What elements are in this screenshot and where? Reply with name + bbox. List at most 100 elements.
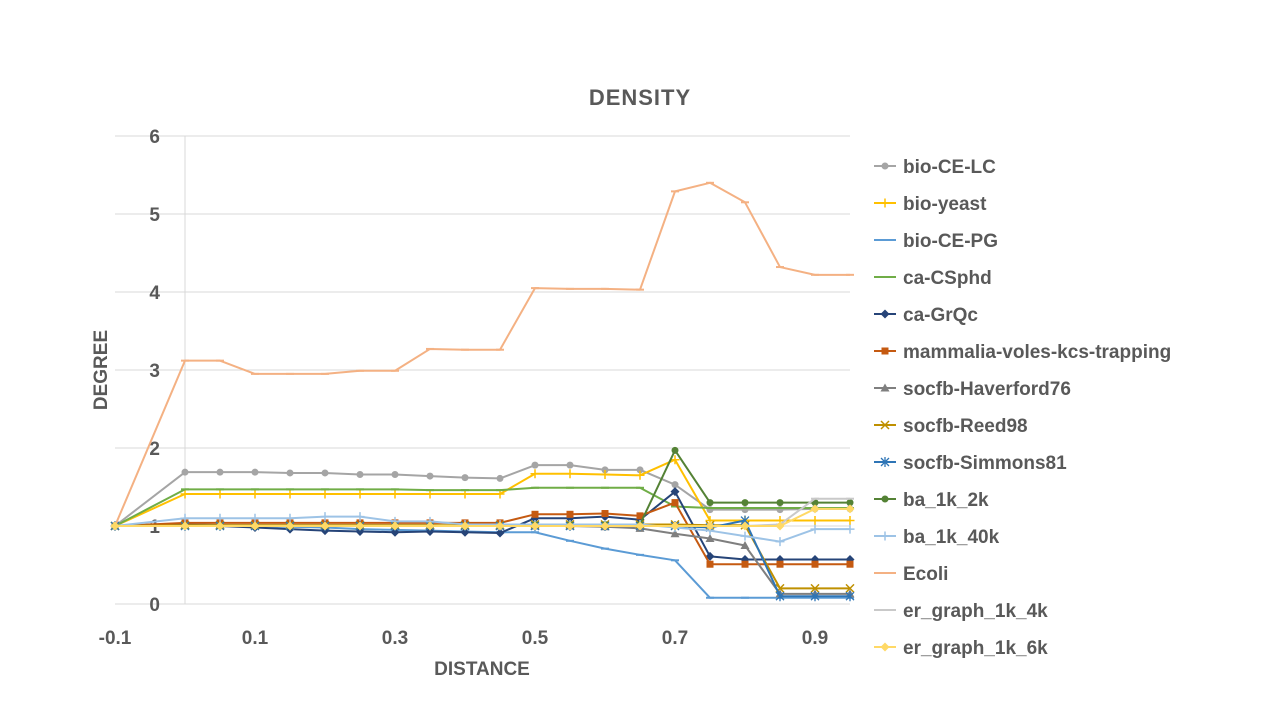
data-point <box>495 521 505 531</box>
data-point <box>215 513 225 523</box>
data-point <box>671 499 679 507</box>
data-point <box>775 537 785 547</box>
data-point <box>425 521 435 531</box>
legend-label: bio-CE-LC <box>903 157 996 178</box>
data-point <box>460 521 470 531</box>
data-point <box>285 489 295 499</box>
data-point <box>530 521 540 531</box>
data-point <box>531 510 539 518</box>
y-tick-label: 6 <box>149 127 160 148</box>
data-point <box>355 526 365 536</box>
data-point <box>565 521 575 531</box>
data-point <box>250 513 260 523</box>
legend-label: bio-yeast <box>903 194 987 215</box>
data-point <box>846 499 854 507</box>
gridlines <box>115 135 850 605</box>
chart-title: DENSITY <box>589 85 691 110</box>
data-point <box>321 469 329 477</box>
legend-item: bio-CE-PG <box>874 231 998 252</box>
legend-label: socfb-Simmons81 <box>903 453 1067 474</box>
series-line <box>114 523 850 590</box>
data-point <box>776 499 784 507</box>
data-point <box>566 461 574 469</box>
data-point <box>600 470 610 480</box>
data-point <box>636 512 644 520</box>
legend-label: ba_1k_2k <box>903 490 989 511</box>
data-point <box>425 526 435 536</box>
data-point <box>601 466 609 474</box>
data-point <box>216 468 224 476</box>
data-point <box>775 591 785 602</box>
data-point <box>706 499 714 507</box>
data-point <box>810 516 820 526</box>
y-tick-label: 0 <box>149 595 160 616</box>
series-line <box>114 458 850 527</box>
data-point <box>600 521 610 531</box>
data-point <box>810 583 820 593</box>
legend-marker <box>880 531 890 541</box>
data-point <box>250 521 260 531</box>
legend-marker <box>880 420 890 430</box>
data-point <box>180 513 190 523</box>
data-point <box>180 489 190 499</box>
data-point <box>495 528 505 538</box>
legend-label: mammalia-voles-kcs-trapping <box>903 342 1171 363</box>
legend-item: er_graph_1k_4k <box>874 601 1048 622</box>
legend-label: socfb-Haverford76 <box>903 379 1071 400</box>
legend-item: Ecoli <box>874 564 948 585</box>
legend-item: ba_1k_2k <box>874 490 989 511</box>
data-point <box>215 489 225 499</box>
data-point <box>320 512 330 522</box>
data-point <box>740 531 750 541</box>
data-point <box>705 521 715 531</box>
x-tick-label: -0.1 <box>99 628 132 649</box>
legend-marker <box>881 162 889 170</box>
x-axis-ticks: -0.1 0.1 0.3 0.5 0.7 0.9 <box>99 628 829 649</box>
data-point <box>391 471 399 479</box>
data-point <box>181 468 189 476</box>
legend-item: socfb-Reed98 <box>874 416 1028 437</box>
legend-label: socfb-Reed98 <box>903 416 1028 437</box>
legend-label: Ecoli <box>903 564 948 585</box>
data-point <box>740 521 750 531</box>
x-tick-label: 0.7 <box>662 628 688 649</box>
series-line <box>114 464 850 527</box>
legend-label: er_graph_1k_6k <box>903 638 1048 659</box>
y-tick-label: 2 <box>149 439 160 460</box>
data-point <box>320 521 330 531</box>
series-Ecoli <box>111 181 854 527</box>
data-point <box>565 469 575 479</box>
series-line <box>114 181 850 527</box>
data-point <box>635 470 645 480</box>
data-point <box>355 521 365 531</box>
data-point <box>285 521 295 531</box>
data-point <box>356 471 364 479</box>
data-point <box>810 524 820 534</box>
data-point <box>845 524 855 534</box>
legend-item: bio-CE-LC <box>874 157 996 178</box>
y-tick-label: 1 <box>149 517 160 538</box>
data-point <box>390 489 400 499</box>
data-point <box>215 521 225 531</box>
x-tick-label: 0.1 <box>242 628 269 649</box>
legend-marker <box>880 642 890 652</box>
legend-marker <box>881 347 889 355</box>
data-point <box>110 521 120 531</box>
legend-label: ca-GrQc <box>903 305 978 326</box>
data-point <box>810 504 820 514</box>
y-axis-ticks: 0 1 2 3 4 5 6 <box>149 127 160 616</box>
data-point <box>741 560 749 568</box>
y-tick-label: 4 <box>149 283 160 304</box>
legend-label: ca-CSphd <box>903 268 992 289</box>
data-point <box>285 513 295 523</box>
legend-item: socfb-Haverford76 <box>874 379 1071 400</box>
y-tick-label: 3 <box>149 361 160 382</box>
data-point <box>601 510 609 518</box>
legend-marker <box>880 383 890 392</box>
x-axis-title: DISTANCE <box>434 659 530 680</box>
data-point <box>845 591 855 602</box>
data-point <box>671 446 679 454</box>
data-point <box>250 489 260 499</box>
data-point <box>426 472 434 480</box>
